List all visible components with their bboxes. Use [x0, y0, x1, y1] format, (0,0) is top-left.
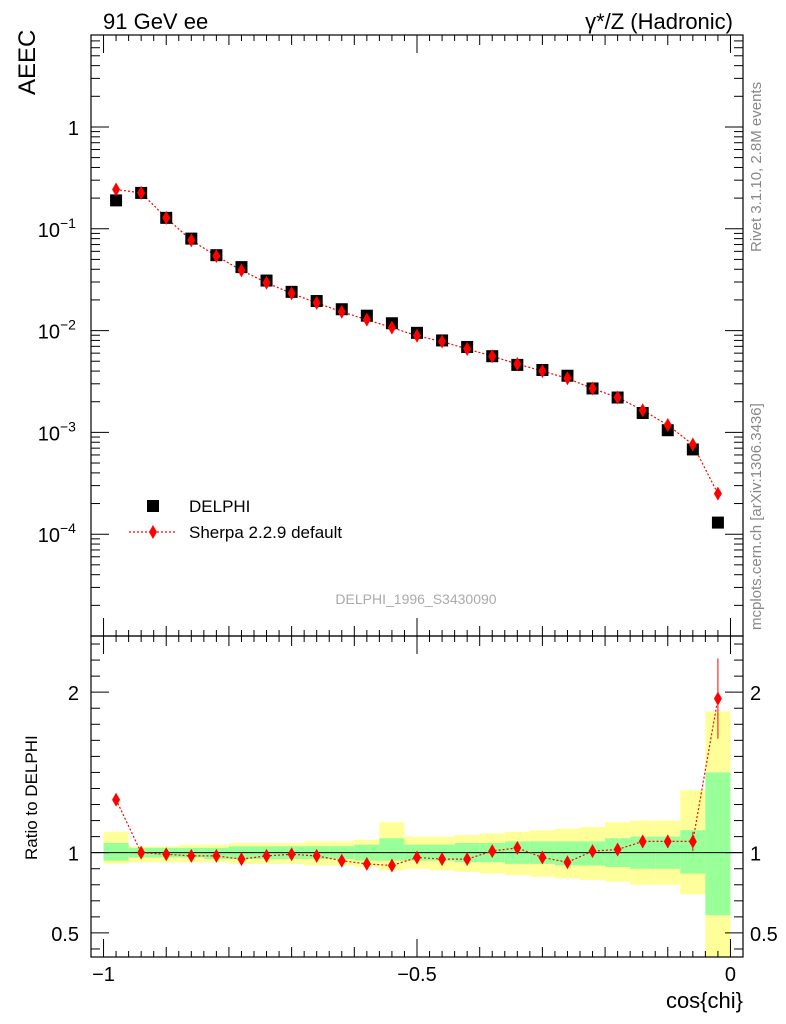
ratio-point-sherpa [713, 691, 722, 706]
data-point-delphi [711, 516, 724, 529]
mc-point-sherpa [137, 185, 146, 200]
ratio-point-sherpa [538, 850, 547, 865]
ratio-frame [90, 635, 744, 958]
y-axis-label-main: AEEC [14, 30, 41, 95]
mc-point-sherpa [638, 403, 647, 418]
mc-point-sherpa [538, 364, 547, 379]
ratio-y-tick-label-right: 2 [750, 683, 761, 705]
mc-point-sherpa [413, 328, 421, 343]
legend-data-label: DELPHI [189, 497, 250, 516]
mc-point-sherpa [337, 304, 346, 319]
mc-point-sherpa [362, 312, 371, 327]
ratio-y-tick-label-left: 0.5 [51, 924, 79, 946]
y-tick-exponent: −2 [60, 317, 76, 333]
y-tick-label: 10 [38, 220, 60, 242]
ratio-y-tick-label-left: 1 [68, 844, 79, 866]
legend-data-marker [147, 500, 159, 512]
ratio-point-sherpa [438, 852, 447, 867]
mc-point-sherpa [663, 418, 672, 433]
legend-mc-marker [149, 525, 157, 539]
mc-point-sherpa [387, 320, 396, 335]
mc-point-sherpa [287, 286, 296, 301]
mc-point-sherpa [162, 210, 171, 225]
y-axis-label-ratio: Ratio to DELPHI [22, 735, 41, 860]
y-tick-exponent: −1 [60, 215, 76, 231]
ratio-point-sherpa [513, 840, 522, 855]
mc-point-sherpa [688, 437, 697, 452]
mc-point-sherpa [463, 341, 472, 356]
watermark: DELPHI_1996_S3430090 [335, 591, 496, 607]
mc-point-sherpa [262, 275, 271, 290]
ratio-y-tick-label-right: 1 [750, 844, 761, 866]
ratio-point-sherpa [613, 842, 622, 857]
x-axis-label: cos{chi} [666, 988, 743, 1013]
ratio-point-sherpa [563, 855, 572, 870]
ratio-point-sherpa [488, 844, 497, 859]
legend-mc-label: Sherpa 2.2.9 default [189, 523, 342, 542]
ratio-point-sherpa [262, 848, 271, 863]
header-left: 91 GeV ee [103, 9, 208, 34]
ratio-y-tick-label-right: 0.5 [750, 924, 778, 946]
mc-point-sherpa [563, 371, 572, 386]
mc-point-sherpa [513, 356, 522, 371]
y-tick-exponent: −3 [60, 418, 76, 434]
rivet-label: Rivet 3.1.10, 2.8M events [748, 81, 765, 252]
ratio-point-sherpa [187, 848, 196, 863]
ratio-point-sherpa [463, 852, 472, 867]
ratio-point-sherpa [663, 834, 672, 849]
ratio-point-sherpa [112, 792, 121, 807]
ratio-point-sherpa [337, 853, 346, 868]
y-tick-label: 10 [38, 525, 60, 547]
ratio-band-inner [705, 772, 731, 916]
y-tick-exponent: −4 [60, 520, 76, 536]
mc-point-sherpa [488, 349, 497, 364]
ratio-point-sherpa [413, 850, 421, 865]
ratio-point-sherpa [362, 856, 371, 871]
ratio-point-sherpa [312, 848, 321, 863]
ratio-point-sherpa [212, 848, 221, 863]
ratio-point-sherpa [638, 834, 647, 849]
ratio-band-inner [103, 843, 129, 861]
mc-point-sherpa [212, 249, 221, 264]
ratio-point-sherpa [287, 847, 296, 862]
ratio-point-sherpa [237, 852, 246, 867]
x-tick-label: −1 [92, 964, 115, 986]
ratio-point-sherpa [162, 847, 171, 862]
mc-point-sherpa [112, 182, 121, 197]
mc-point-sherpa [187, 233, 196, 248]
legend: DELPHI Sherpa 2.2.9 default [129, 497, 342, 542]
y-tick-label: 10 [38, 423, 60, 445]
mc-point-sherpa [713, 486, 722, 501]
mc-point-sherpa [438, 334, 447, 349]
y-tick-label: 10 [38, 322, 60, 344]
ratio-point-sherpa [387, 858, 396, 873]
ratio-band-inner [379, 838, 405, 861]
ratio-point-sherpa [688, 834, 697, 849]
ratio-point-sherpa [588, 844, 597, 859]
mc-point-sherpa [312, 295, 321, 310]
y-tick-label: 1 [68, 118, 79, 140]
data-point-delphi [110, 194, 123, 207]
header-right: γ*/Z (Hadronic) [585, 9, 733, 34]
ratio-y-tick-label-left: 2 [68, 683, 79, 705]
mc-point-sherpa [588, 381, 597, 396]
x-tick-label: −0.5 [397, 964, 436, 986]
x-tick-label: 0 [725, 964, 736, 986]
mc-point-sherpa [237, 263, 246, 278]
mcplots-label: mcplots.cern.ch [arXiv:1306.3436] [748, 403, 765, 630]
ratio-point-sherpa [137, 845, 146, 860]
mc-point-sherpa [613, 390, 622, 405]
